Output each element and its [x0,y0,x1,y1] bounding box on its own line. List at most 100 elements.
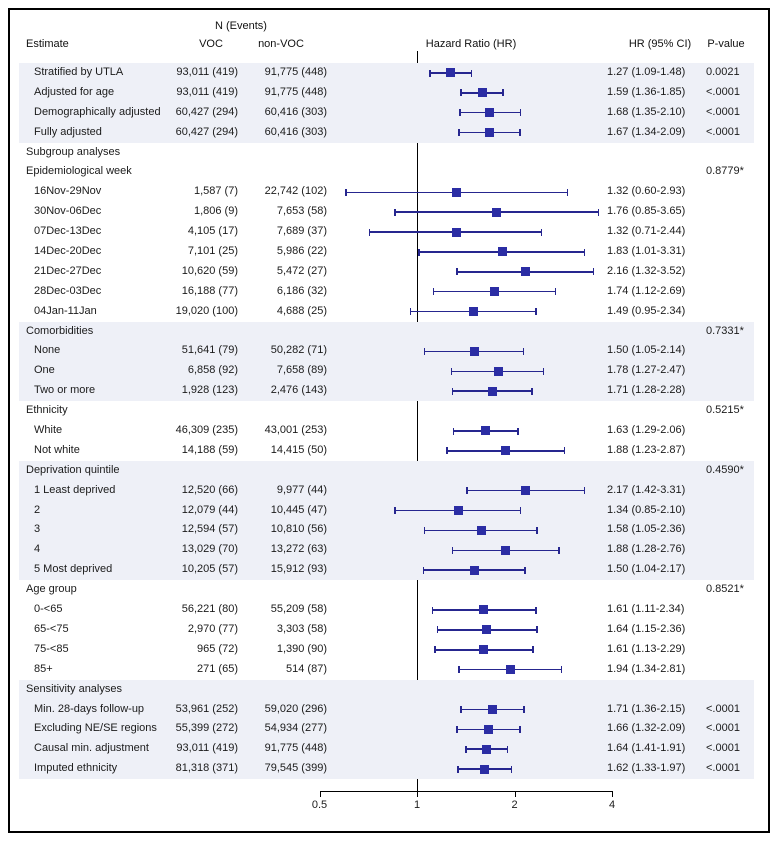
nonvoc-n-events: 54,934 (277) [264,722,327,735]
x-axis-tick-label: 1 [413,799,421,811]
hr-ci-text: 1.27 (1.09-1.48) [607,66,686,78]
ci-cap-left [429,69,431,77]
hr-ci-text: 1.94 (1.34-2.81) [607,662,686,675]
p-value: 0.7331* [706,324,744,337]
hr-ci-text: 1.78 (1.27-2.47) [607,364,686,377]
hr-ci-text: 1.32 (0.60-2.93) [607,185,686,198]
nonvoc-n-events: 91,775 (448) [264,85,327,98]
hr-ci-text: 1.58 (1.05-2.36) [607,523,686,536]
hr-point-marker [492,207,502,217]
ci-cap-left [465,745,467,753]
hr-point-marker [479,645,489,655]
row-label: One [34,364,55,377]
section-label: Epidemiological week [26,165,132,178]
hr-ci-text: 1.61 (1.11-2.34) [607,603,685,616]
voc-n-events: 13,029 (70) [181,543,238,556]
ci-cap-right [523,706,525,713]
hr-point-marker [484,128,494,138]
row-label: White [34,424,63,437]
section-label-row: Comorbidities 0.7331* [10,322,768,342]
data-row: Not white 14,188 (59) 14,415 (50) 1.88 (1.2… [10,441,768,461]
data-row: 65-<75 2,970 (77) 3,303 (58) 1.64 (1.15-2.3… [10,620,768,640]
p-value: <.0001 [706,762,740,775]
ci-cap-right [566,188,569,196]
hr-point-marker [479,605,489,615]
hr-ci-text: 1.59 (1.36-1.85) [607,85,686,98]
row-label: None [34,344,61,357]
section-label: Comorbidities [26,324,94,337]
row-label: Adjusted for age [34,85,115,98]
nonvoc-n-events: 5,472 (27) [276,264,327,277]
hr-point-marker [446,68,456,78]
section-sensitivity-analyses: Sensitivity analyses Min. 28-days follow-… [10,679,768,780]
hr-point-marker [483,724,493,734]
ci-cap-right [510,765,513,773]
nonvoc-n-events: 7,658 (89) [276,364,327,377]
nonvoc-n-events: 22,742 (102) [264,185,327,198]
hr-ci-text: 1.49 (0.95-2.34) [607,304,686,317]
p-value: <.0001 [706,702,740,715]
voc-n-events: 93,011 (419) [176,85,238,98]
hr-ci-text: 1.34 (0.85-2.10) [607,503,686,516]
voc-n-events: 1,928 (123) [181,384,238,397]
nonvoc-n-events: 5,986 (22) [276,245,327,258]
voc-n-events: 1,806 (9) [193,205,238,218]
data-row: 04Jan-11Jan 19,020 (100) 4,688 (25) 1.49 (0… [10,302,768,322]
hr-ci-text: 1.63 (1.29-2.06) [607,424,686,437]
row-label: Excluding NE/SE regions [34,722,157,735]
hr-point-marker [469,565,479,575]
p-value: <.0001 [706,125,740,138]
x-axis-tick [417,791,418,797]
ci-cap-right [597,208,600,216]
section-shading [19,321,754,402]
nonvoc-n-events: 13,272 (63) [270,543,327,556]
hr-point-marker [482,744,492,754]
data-row: 5 Most deprived 10,205 (57) 15,912 (93) 1.5… [10,560,768,580]
p-value: <.0001 [706,742,740,755]
voc-n-events: 2,970 (77) [187,622,238,635]
nonvoc-n-events: 3,303 (58) [276,622,327,635]
hr-ci-text: 1.61 (1.13-2.29) [607,642,686,655]
voc-n-events: 16,188 (77) [181,284,238,297]
hr-point-marker [482,625,492,635]
col-header-hazard-ratio: Hazard Ratio (HR) [425,38,517,50]
ci-cap-right [519,507,522,515]
row-label: 0-<65 [34,603,63,616]
hr-ci-text: 2.17 (1.42-3.31) [607,483,686,496]
voc-n-events: 12,520 (66) [181,483,238,496]
voc-n-events: 10,620 (59) [181,264,238,277]
nonvoc-n-events: 10,445 (47) [270,503,327,516]
data-row: 2 12,079 (44) 10,445 (47) 1.34 (0.85-2.10) [10,501,768,521]
ci-cap-right [519,129,521,137]
ci-cap-right [592,268,595,276]
ci-cap-right [519,109,522,117]
x-axis-tick [319,791,321,797]
ci-cap-left [432,288,435,296]
hr-point-marker [520,267,530,277]
col-header-hr-ci: HR (95% CI) [628,38,692,50]
row-label: 04Jan-11Jan [34,304,97,317]
nonvoc-n-events: 43,001 (253) [264,424,327,437]
x-axis-tick [514,791,516,797]
voc-n-events: 7,101 (25) [187,245,238,258]
section-age-group: Age group 0.8521* 0-<65 56,221 (80) 55,209 (… [10,580,768,679]
row-label: Demographically adjusted [34,105,161,118]
ci-cap-left [418,248,420,256]
data-row: 85+ 271 (65) 514 (87) 1.94 (1.34-2.81) [10,660,768,680]
nonvoc-n-events: 9,977 (44) [276,483,327,496]
data-row: Imputed ethnicity 81,318 (371) 79,545 (399… [10,759,768,779]
x-axis-tick-label: 2 [511,799,518,811]
row-label: 75-<85 [34,642,69,655]
ci-cap-right [532,646,534,654]
data-row: 14Dec-20Dec 7,101 (25) 5,986 (22) 1.83 (1.0… [10,242,768,262]
ci-cap-right [540,228,543,236]
hr-point-marker [468,307,478,317]
voc-n-events: 93,011 (419) [176,66,238,78]
hr-point-marker [480,764,490,774]
voc-n-events: 14,188 (59) [181,443,238,456]
data-row: Excluding NE/SE regions 55,399 (272) 54,93… [10,719,768,739]
ci-cap-left [456,725,458,733]
ci-cap-left [456,268,458,276]
nonvoc-n-events: 1,390 (90) [276,642,327,655]
ci-cap-right [554,288,557,296]
